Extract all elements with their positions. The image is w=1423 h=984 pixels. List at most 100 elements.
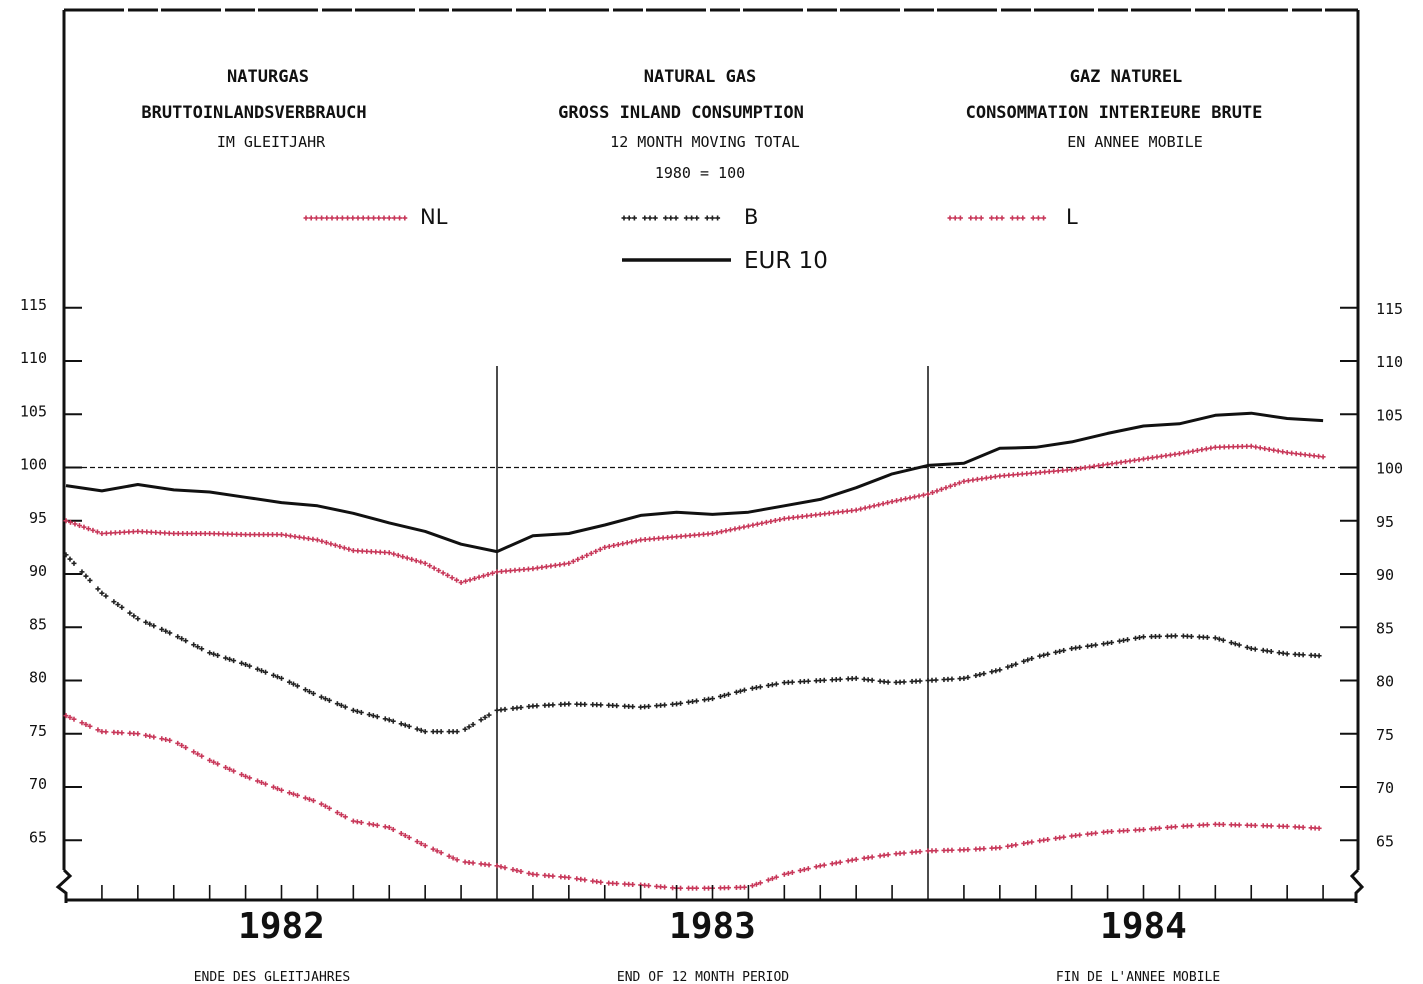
series-point-l [247, 775, 253, 781]
series-point-l [334, 810, 340, 816]
series-point-nl [759, 520, 765, 526]
series-point-b [1125, 637, 1131, 643]
series-point-b [961, 675, 967, 681]
series-point-b [115, 602, 121, 608]
series-point-nl [705, 531, 711, 537]
series-point-l [1172, 824, 1178, 830]
series-point-nl [871, 503, 877, 509]
series-point-nl [427, 563, 433, 569]
series-point-nl [207, 531, 213, 537]
series-point-nl [1203, 446, 1209, 452]
series-point-b [111, 599, 117, 605]
series-point-nl [633, 538, 639, 544]
series-point-b [422, 729, 428, 735]
series-point-nl [234, 531, 240, 537]
series-point-l [1141, 827, 1146, 833]
series-point-nl [1289, 450, 1295, 456]
legend-cross [308, 215, 314, 221]
series-point-l [63, 713, 69, 719]
series-point-nl [539, 564, 545, 570]
series-point-l [243, 773, 249, 779]
series-point-l [1188, 823, 1194, 829]
series-point-b [502, 706, 508, 712]
series-point-nl [1284, 450, 1290, 456]
series-point-l [1013, 842, 1019, 848]
legend-cross [631, 215, 637, 221]
series-point-l [271, 784, 277, 790]
series-point-l [853, 856, 859, 862]
series-point-l [338, 812, 344, 818]
series-point-l [195, 751, 201, 757]
series-point-l [95, 727, 101, 733]
series-point-b [159, 626, 165, 632]
series-point-nl [373, 549, 379, 555]
series-point-b [247, 663, 253, 669]
series-point-l [183, 745, 189, 751]
series-point-b [143, 619, 149, 625]
series-point-l [223, 764, 229, 770]
series-point-b [582, 701, 588, 707]
series-point-nl [629, 539, 635, 545]
series-point-b [901, 679, 907, 685]
series-point-nl [983, 475, 989, 481]
legend-cross [1015, 215, 1021, 221]
series-point-b [630, 704, 636, 710]
series-point-nl [790, 515, 796, 521]
legend-cross [947, 215, 953, 221]
series-point-b [1029, 655, 1035, 661]
series-point-nl [885, 500, 891, 506]
series-point-b [418, 727, 424, 733]
series-point-b [179, 636, 185, 642]
title-en-line4: 1980 = 100 [655, 164, 745, 182]
series-point-b [131, 613, 137, 619]
series-point-nl [588, 550, 594, 556]
series-point-l [151, 734, 157, 740]
legend-b-label: B [744, 205, 758, 229]
series-point-nl [1015, 471, 1021, 477]
title-fr-line1: GAZ NATUREL [1070, 67, 1183, 87]
series-point-nl [817, 511, 823, 517]
series-point-l [159, 736, 165, 742]
series-point-nl [67, 519, 73, 525]
legend-cross [391, 215, 397, 221]
series-point-nl [1091, 463, 1097, 469]
series-point-b [721, 692, 727, 698]
series-point-nl [566, 560, 572, 566]
series-point-b [486, 712, 492, 718]
series-point-nl [530, 566, 536, 572]
legend-nl-label: NL [420, 205, 448, 229]
series-point-nl [732, 526, 738, 532]
series-point-l [1316, 825, 1322, 831]
y-tick-label-right: 70 [1376, 779, 1394, 797]
series-point-b [1172, 633, 1178, 639]
series-point-nl [413, 558, 419, 564]
legend-cross [683, 215, 689, 221]
series-point-b [370, 713, 376, 719]
y-tick-label-left: 115 [20, 296, 47, 314]
series-point-l [259, 780, 265, 786]
series-point-l [163, 737, 169, 743]
series-point-b [1109, 640, 1115, 646]
series-point-b [741, 687, 747, 693]
legend-cross [360, 215, 366, 221]
series-point-b [223, 655, 229, 661]
series-point-nl [332, 542, 338, 548]
series-l [63, 713, 1322, 891]
series-point-nl [494, 569, 500, 575]
series-point-b [374, 714, 380, 720]
series-point-b [167, 630, 173, 636]
series-point-nl [579, 554, 585, 560]
series-point-b [231, 658, 237, 664]
series-point-b [243, 662, 249, 668]
y-tick-label-right: 90 [1376, 566, 1394, 584]
series-point-nl [256, 532, 262, 538]
series-point-nl [1100, 462, 1106, 468]
series-point-nl [422, 560, 428, 566]
series-point-nl [1055, 468, 1061, 474]
series-point-nl [184, 531, 190, 537]
series-point-nl [458, 580, 464, 586]
series-point-nl [99, 531, 105, 537]
series-point-b [478, 717, 484, 723]
series-point-nl [956, 480, 962, 486]
series-point-nl [1060, 467, 1066, 473]
